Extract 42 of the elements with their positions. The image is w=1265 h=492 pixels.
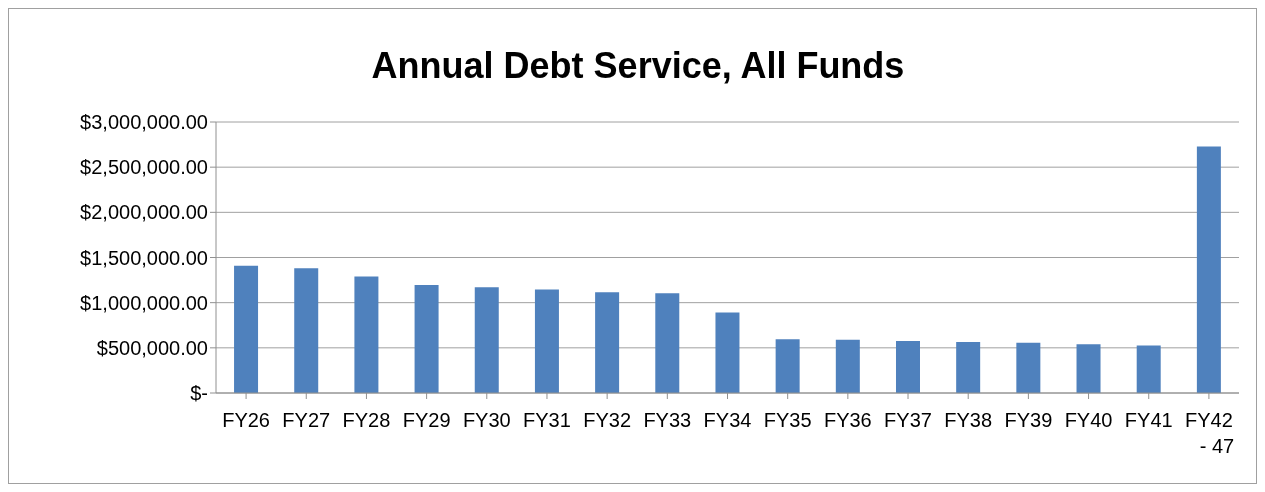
x-tick-label: FY37 bbox=[884, 409, 932, 431]
y-tick-label: $- bbox=[190, 382, 208, 405]
bar bbox=[234, 265, 259, 393]
y-tick-label: $3,000,000.00 bbox=[80, 111, 208, 134]
x-tick-label: FY36 bbox=[823, 409, 872, 431]
bar bbox=[474, 287, 499, 393]
x-tick-label: FY29 bbox=[402, 409, 451, 431]
bar bbox=[595, 292, 620, 393]
y-tick-label: $2,500,000.00 bbox=[80, 156, 208, 179]
bar bbox=[715, 312, 740, 393]
bar bbox=[775, 339, 800, 393]
bar bbox=[354, 276, 379, 393]
x-tick-label: FY40 bbox=[1064, 409, 1113, 431]
bar bbox=[1136, 345, 1161, 393]
bar bbox=[1196, 146, 1221, 393]
bar bbox=[835, 339, 860, 393]
x-tick-label: FY32 bbox=[583, 409, 632, 431]
x-tick-label: FY27 bbox=[282, 409, 331, 431]
x-tick-label: FY28 bbox=[342, 409, 391, 431]
x-tick-label: FY33 bbox=[643, 409, 692, 431]
x-tick-label: FY38 bbox=[944, 409, 993, 431]
x-tick-label: FY34 bbox=[703, 409, 752, 431]
x-tick-label: FY31 bbox=[523, 409, 571, 431]
x-tick-label: FY39 bbox=[1004, 409, 1053, 431]
bar bbox=[655, 293, 680, 393]
bar bbox=[956, 341, 981, 393]
y-tick-label: $500,000.00 bbox=[96, 336, 208, 359]
bar bbox=[294, 268, 319, 393]
x-tick-label: FY35 bbox=[763, 409, 812, 431]
y-tick-label: $2,000,000.00 bbox=[80, 201, 208, 224]
y-tick-label: $1,000,000.00 bbox=[80, 291, 208, 314]
x-tick-label: FY26 bbox=[222, 409, 270, 431]
chart-title: Annual Debt Service, All Funds bbox=[370, 45, 906, 87]
x-tick-label: FY42 - 47 bbox=[1185, 409, 1235, 457]
bar bbox=[1016, 342, 1041, 393]
bar bbox=[895, 341, 920, 393]
bar bbox=[414, 285, 439, 393]
x-tick-label: FY30 bbox=[462, 409, 511, 431]
y-tick-label: $1,500,000.00 bbox=[80, 246, 208, 269]
bar bbox=[1076, 344, 1101, 393]
bar bbox=[534, 289, 559, 393]
x-tick-label: FY41 bbox=[1124, 409, 1173, 431]
